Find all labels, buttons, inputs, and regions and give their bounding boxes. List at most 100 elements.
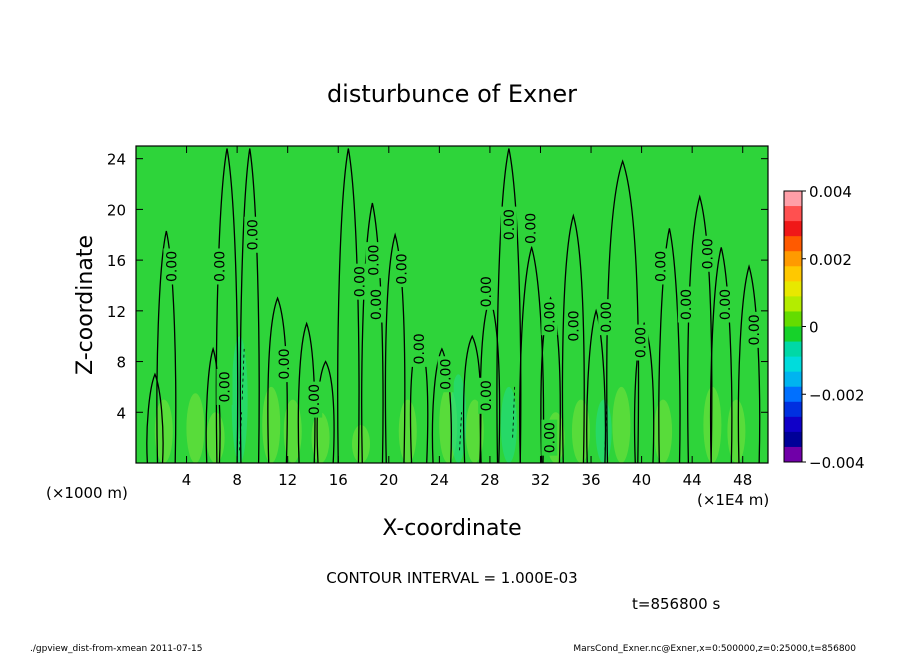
zero-contour-line: [337, 148, 360, 464]
colorbar-segment: [784, 296, 802, 312]
field-patch-positive: [465, 399, 484, 463]
contour-label: 0.00: [439, 359, 455, 390]
field-patch-positive: [703, 386, 722, 463]
contour-label-bg: [216, 368, 233, 405]
contour-label-bg: [411, 330, 428, 367]
negative-contour-line: [604, 399, 608, 451]
colorbar-tick-label: −0.002: [809, 386, 865, 404]
contour-label: 0.00: [367, 245, 383, 276]
colorbar-segment: [784, 311, 802, 327]
field-patch-positive: [612, 386, 631, 463]
colorbar-segment: [784, 251, 802, 267]
negative-contour-line: [459, 412, 462, 451]
x-tick-label: 12: [278, 471, 297, 489]
x-tick-label: 40: [632, 471, 651, 489]
zero-contour-line: [316, 360, 335, 464]
contour-label: 0.00: [566, 310, 582, 341]
contour-label-bg: [699, 235, 716, 272]
zero-contour-line: [586, 308, 607, 464]
zero-contour-line: [431, 347, 452, 464]
contour-label: 0.00: [599, 302, 615, 333]
contour-label-bg: [351, 263, 368, 300]
field-patch-positive: [654, 399, 673, 463]
contour-label: 0.00: [369, 289, 385, 320]
negative-contour-line: [512, 386, 516, 438]
contour-label-bg: [652, 248, 669, 285]
contour-label-bg: [500, 206, 517, 243]
zero-contour-line: [519, 245, 545, 464]
field-patch-positive: [311, 412, 330, 464]
zero-contour-line: [658, 228, 681, 464]
y-axis-ticks: 4 8 12 16 20 24: [107, 151, 768, 422]
colorbar-segment: [784, 416, 802, 433]
zero-contour-line: [633, 321, 655, 464]
plot-frame: [135, 145, 769, 464]
colorbar-tick-label: 0.002: [809, 251, 852, 269]
contour-label-bg: [437, 356, 454, 393]
contour-label: 0.00: [654, 251, 670, 282]
contour-label: 0.00: [307, 384, 323, 415]
x-tick-label: 24: [430, 471, 449, 489]
contour-label: 0.00: [353, 266, 369, 297]
y-tick-label: 4: [116, 404, 126, 422]
contour-label: 0.00: [277, 349, 293, 380]
contour-label-bg: [163, 248, 180, 285]
y-tick-label: 24: [107, 151, 126, 169]
contour-label-bg: [368, 286, 385, 323]
zero-contour-line: [205, 346, 221, 464]
y-axis-label: Z-coordinate: [73, 235, 98, 375]
x-tick-label: 48: [733, 471, 752, 489]
x-tick-label: 16: [329, 471, 348, 489]
field-patch-positive: [351, 424, 370, 464]
zero-contour-line: [540, 296, 561, 464]
contour-label: 0.00: [479, 380, 495, 411]
contour-label-bg: [541, 419, 558, 456]
colorbar: 0.004 0.002 0 −0.002 −0.004: [783, 183, 865, 472]
x-tick-label: 36: [581, 471, 600, 489]
contour-label: 0.00: [700, 238, 716, 269]
field-patch-positive: [154, 399, 173, 463]
plot-area: 0.00 0.000.000.000.000.000.00 0.000.000.00…: [135, 145, 769, 464]
contour-interval-note: CONTOUR INTERVAL = 1.000E-03: [326, 569, 577, 587]
colorbar-segment: [784, 326, 802, 343]
contour-label-bg: [478, 273, 495, 310]
colorbar-segment: [784, 281, 802, 297]
colorbar-segment: [784, 431, 802, 448]
zero-contour-line: [156, 230, 177, 464]
contour-label-bg: [211, 248, 228, 285]
zero-contour-line: [496, 148, 522, 464]
field-patch-positive: [206, 412, 225, 464]
field-patch-negative: [595, 399, 612, 463]
zero-contour-line: [561, 213, 585, 464]
contour-label: 0.00: [633, 327, 649, 358]
contour-label-bg: [565, 308, 582, 345]
field-patch-negative: [450, 374, 467, 463]
field-patch-negative: [500, 386, 517, 463]
contour-label-bg: [275, 346, 292, 383]
contour-label: 0.00: [542, 302, 558, 333]
field-patch-positive: [398, 399, 417, 463]
x-tick-label: 4: [182, 471, 192, 489]
contour-label-bg: [522, 210, 539, 247]
field-patch-positive: [186, 393, 205, 463]
field-patch-positive: [727, 399, 746, 463]
footer-right: MarsCond_Exner.nc@Exner,x=0:500000,z=0:2…: [573, 644, 856, 654]
x-tick-label: 28: [480, 471, 499, 489]
y-tick-label: 20: [107, 201, 126, 219]
colorbar-segment: [784, 371, 802, 388]
contour-label-bg: [717, 286, 734, 323]
colorbar-segment: [784, 446, 802, 463]
x-axis-label: X-coordinate: [382, 516, 521, 541]
contour-label-bg: [746, 311, 763, 348]
colorbar-tick-label: −0.004: [809, 454, 865, 472]
colorbar-tick-label: 0: [809, 319, 819, 337]
contour-label-bg: [632, 324, 649, 361]
colorbar-segment: [784, 221, 802, 237]
y-tick-label: 12: [107, 303, 126, 321]
time-stamp: t=856800 s: [632, 595, 720, 613]
contour-labels: 0.00 0.000.000.000.000.000.00 0.000.000.00…: [163, 206, 763, 456]
colorbar-segment: [784, 386, 802, 403]
contour-label: 0.00: [479, 276, 495, 307]
field-patch-positive: [262, 386, 281, 463]
